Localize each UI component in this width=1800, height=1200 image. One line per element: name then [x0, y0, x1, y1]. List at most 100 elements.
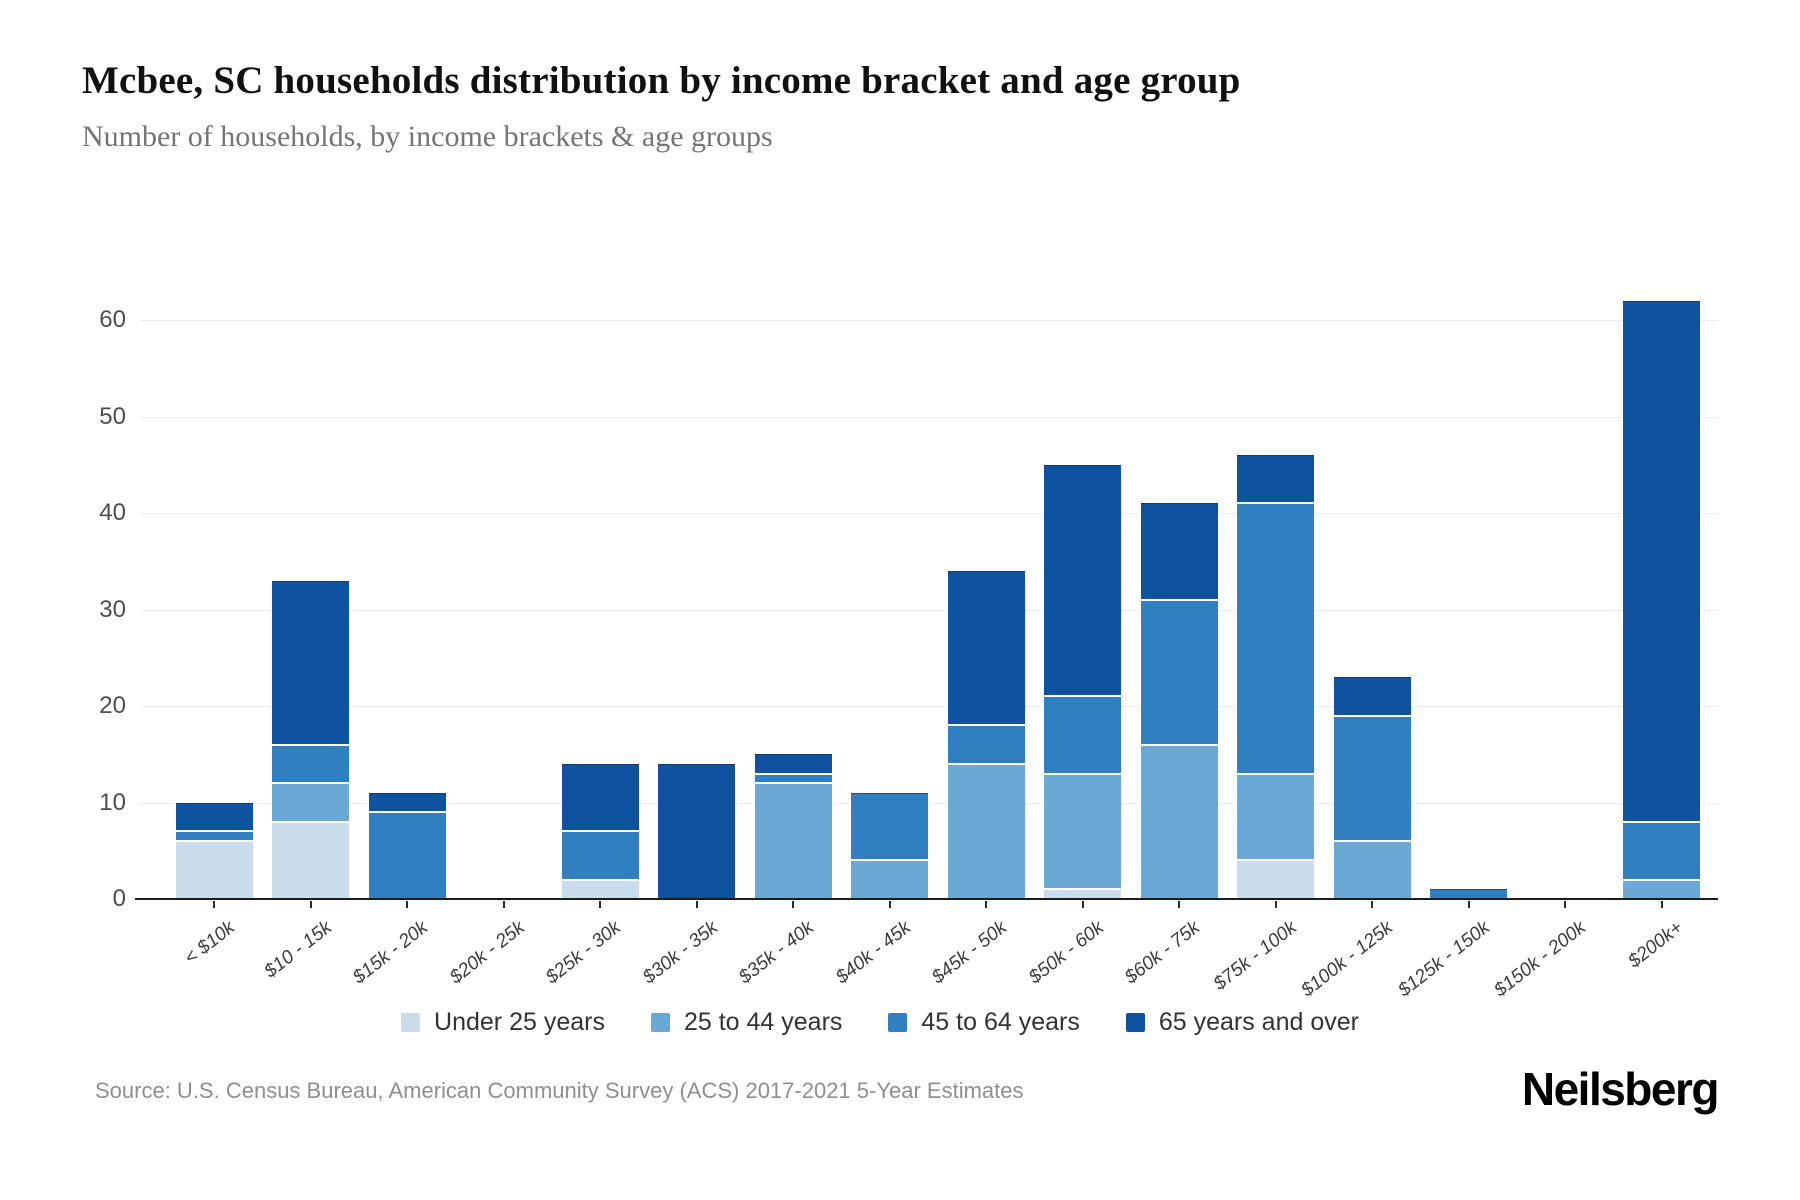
- bar-segment: [1237, 503, 1314, 774]
- neilsberg-logo: Neilsberg: [1521, 1063, 1720, 1115]
- y-axis-tick-label: 50: [99, 402, 126, 430]
- segment-separator: [1623, 820, 1700, 823]
- bar-segment: [658, 763, 735, 899]
- y-axis-tick-label: 0: [112, 885, 126, 912]
- x-axis-tick: [1081, 901, 1084, 908]
- x-axis-tick: [1564, 901, 1566, 908]
- bar-top-edge: [1333, 677, 1411, 679]
- gridline: [140, 802, 1718, 804]
- source-attribution: Source: U.S. Census Bureau, American Com…: [95, 1078, 1024, 1103]
- segment-separator: [175, 830, 253, 833]
- gridline: [140, 513, 1718, 514]
- x-axis-tick: [502, 901, 505, 908]
- bar-top-edge: [175, 802, 253, 804]
- segment-separator: [1333, 714, 1411, 717]
- bar-segment: [947, 725, 1025, 764]
- bar-segment: [1044, 773, 1121, 890]
- segment-separator: [175, 840, 253, 843]
- bar-segment: [1140, 599, 1218, 745]
- page-title: Mcbee, SC households distribution by inc…: [82, 59, 1241, 102]
- legend-item: 65 years and over: [1125, 1008, 1359, 1037]
- bar-segment: [1237, 455, 1314, 504]
- bar-segment: [561, 879, 639, 899]
- legend-swatch: [401, 1013, 421, 1032]
- y-axis-tick-label: 40: [99, 499, 126, 526]
- legend-label: Under 25 years: [434, 1008, 605, 1036]
- bar-segment: [1333, 677, 1411, 716]
- bar-segment: [272, 821, 349, 899]
- bar-top-edge: [1237, 455, 1314, 457]
- x-axis-tick: [888, 901, 891, 908]
- x-axis-tick: [792, 901, 794, 908]
- bar-segment: [851, 792, 928, 861]
- segment-separator: [947, 724, 1025, 727]
- y-axis-tick-label: 20: [99, 692, 126, 719]
- bar-segment: [947, 570, 1025, 726]
- segment-separator: [1044, 772, 1121, 775]
- segment-separator: [1044, 695, 1121, 698]
- bar-segment: [272, 580, 349, 745]
- x-axis-tick-label: $20k - 25k: [445, 917, 529, 989]
- gridline: [140, 416, 1718, 418]
- x-axis-tick-label: $125k - 150k: [1393, 917, 1494, 1002]
- bar-segment: [947, 763, 1025, 899]
- x-axis-tick: [599, 901, 601, 908]
- x-axis-tick-label: $150k - 200k: [1490, 917, 1590, 1002]
- x-axis-tick-label: $50k - 60k: [1024, 917, 1108, 989]
- bar-segment: [851, 860, 928, 899]
- segment-separator: [272, 782, 349, 785]
- bar-segment: [1623, 879, 1700, 899]
- x-axis-tick: [213, 901, 215, 908]
- segment-separator: [561, 830, 639, 833]
- bar-segment: [272, 783, 349, 822]
- segment-separator: [754, 782, 832, 785]
- bar-top-edge: [272, 580, 349, 582]
- x-axis-tick-label: $40k - 45k: [831, 917, 915, 989]
- bar-segment: [175, 841, 253, 899]
- bar-segment: [1044, 464, 1121, 697]
- legend-label: 65 years and over: [1158, 1008, 1359, 1036]
- gridline: [140, 706, 1718, 707]
- gridline: [140, 320, 1718, 321]
- legend-item: 45 to 64 years: [888, 1008, 1080, 1037]
- segment-separator: [272, 743, 349, 746]
- legend-item: Under 25 years: [401, 1008, 605, 1037]
- segment-separator: [1044, 888, 1121, 891]
- bar-top-edge: [368, 792, 446, 794]
- x-axis-tick-label: $100k - 125k: [1297, 917, 1397, 1002]
- x-axis-tick: [309, 901, 312, 908]
- segment-separator: [1140, 598, 1218, 601]
- bar-segment: [1333, 715, 1411, 842]
- x-axis-tick-label: $200k+: [1623, 917, 1687, 973]
- x-axis-tick-label: $30k - 35k: [638, 917, 722, 989]
- legend-swatch: [888, 1013, 908, 1032]
- segment-separator: [851, 859, 928, 862]
- bar-segment: [1430, 889, 1507, 899]
- bar-segment: [1140, 503, 1218, 600]
- bar-segment: [1237, 860, 1314, 899]
- bar-segment: [368, 812, 446, 899]
- y-axis-tick-label: 30: [99, 595, 126, 623]
- x-axis-tick: [406, 901, 408, 908]
- legend-swatch: [650, 1013, 670, 1032]
- segment-separator: [368, 811, 446, 814]
- bar-segment: [754, 783, 832, 899]
- bar-segment: [1237, 773, 1314, 861]
- y-axis-tick-label: 10: [99, 788, 126, 816]
- bar-segment: [1333, 841, 1411, 899]
- bar-top-edge: [561, 763, 639, 765]
- segment-separator: [1237, 502, 1314, 505]
- bar-segment: [175, 802, 253, 832]
- segment-separator: [272, 820, 349, 823]
- segment-separator: [754, 772, 832, 775]
- x-axis-tick: [1467, 901, 1470, 908]
- y-axis-tick-label: 60: [99, 306, 126, 333]
- x-axis-tick-label: $10 - 15k: [260, 917, 336, 983]
- bar-segment: [368, 792, 446, 813]
- legend-label: 45 to 64 years: [921, 1008, 1080, 1036]
- x-axis-tick: [1178, 901, 1180, 908]
- segment-separator: [1237, 859, 1314, 862]
- x-axis-tick: [695, 901, 698, 908]
- segment-separator: [1237, 772, 1314, 775]
- gridline: [140, 609, 1718, 611]
